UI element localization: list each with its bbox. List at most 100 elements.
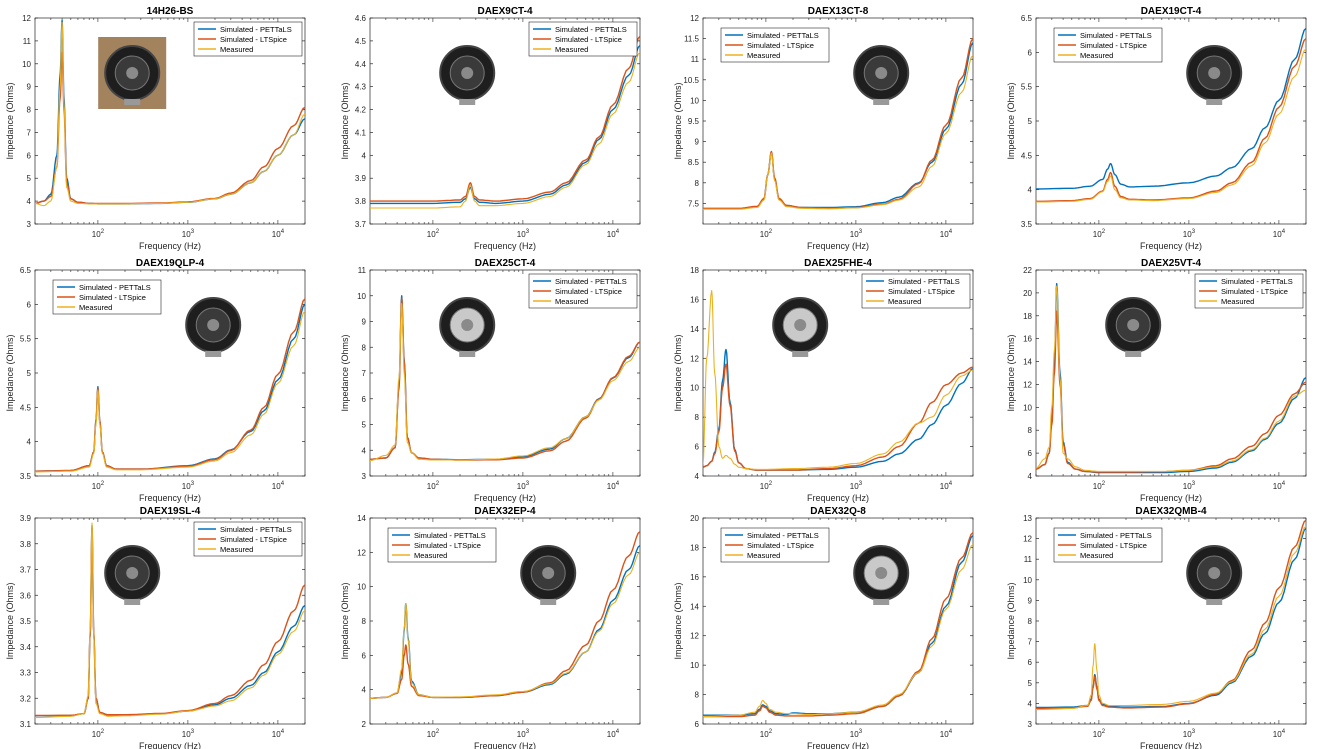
legend-entry: Simulated - LTSpice: [79, 293, 146, 302]
y-tick-label: 3: [27, 220, 32, 229]
y-tick-label: 8: [695, 179, 700, 188]
x-tick-label: 104: [607, 229, 620, 239]
tweeter-terminals: [1125, 351, 1142, 357]
x-tick-label: 103: [182, 481, 195, 491]
tweeter-terminals: [1206, 599, 1223, 605]
y-tick-label: 9: [695, 138, 700, 147]
tweeter-dome: [461, 319, 474, 331]
legend-entry: Simulated - LTSpice: [1221, 287, 1288, 296]
tweeter-dome: [875, 567, 888, 579]
y-tick-label: 3.9: [20, 514, 32, 523]
chart-panel: DAEX9CT-4 3.7 3.8 3.9 4 4.1 4.2 4.3 4.4 4.5 4.6 102…: [340, 6, 641, 251]
x-tick-label: 102: [427, 481, 440, 491]
y-tick-label: 3.3: [20, 669, 32, 678]
legend-box: [861, 273, 971, 309]
series-group: [35, 19, 305, 207]
y-tick-label: 4: [695, 472, 700, 481]
legend-entry: Simulated - PETTaLS: [747, 531, 819, 540]
y-tick-label: 3.5: [1021, 220, 1033, 229]
legend-entry: Simulated - LTSpice: [220, 35, 287, 44]
y-tick-label: 6: [695, 443, 700, 452]
x-tick-label: 103: [182, 229, 195, 239]
y-tick-label: 8: [1028, 426, 1033, 435]
y-tick-label: 14: [690, 602, 699, 611]
y-tick-label: 11: [358, 266, 367, 275]
y-tick-label: 5: [362, 421, 367, 430]
legend-entry: Simulated - PETTaLS: [220, 25, 292, 34]
x-axis-label: Frequency (Hz): [1140, 241, 1202, 251]
legend-box: [528, 273, 638, 309]
legend-entry: Simulated - LTSpice: [555, 35, 622, 44]
y-tick-label: 4: [27, 438, 32, 447]
y-tick-label: 10: [1023, 403, 1032, 412]
y-tick-label: 4.2: [355, 106, 367, 115]
chart-panel: DAEX32EP-4 2 4 6 8 10 12 14 102 103 104 Frequency (…: [340, 506, 641, 749]
legend-entry: Simulated - PETTaLS: [1080, 31, 1152, 40]
y-tick-label: 3.2: [20, 694, 32, 703]
y-axis-label: Impedance (Ohms): [1006, 334, 1016, 411]
y-tick-label: 11: [691, 55, 700, 64]
y-tick-label: 12: [22, 14, 31, 23]
y-tick-label: 5: [27, 369, 32, 378]
y-tick-label: 4: [1028, 186, 1033, 195]
y-axis-label: Impedance (Ohms): [5, 582, 15, 659]
y-tick-label: 6: [27, 151, 32, 160]
legend-entry: Measured: [220, 45, 253, 54]
x-axis-label: Frequency (Hz): [474, 741, 536, 749]
legend-entry: Measured: [1221, 297, 1254, 306]
tweeter-dome: [1208, 67, 1221, 79]
y-tick-label: 5.5: [20, 335, 32, 344]
y-tick-label: 10: [1023, 576, 1032, 585]
y-tick-label: 7: [362, 369, 367, 378]
y-tick-label: 3.6: [20, 591, 32, 600]
series-group: [703, 38, 973, 210]
tweeter-terminals: [873, 599, 890, 605]
y-tick-label: 5: [27, 174, 32, 183]
y-axis-label: Impedance (Ohms): [340, 82, 350, 159]
y-tick-label: 2: [362, 720, 367, 729]
x-tick-label: 102: [1093, 481, 1106, 491]
tweeter-photo-icon: [772, 297, 829, 357]
y-axis-label: Impedance (Ohms): [5, 334, 15, 411]
chart-panel: DAEX32QMB-4 3 4 5 6 7 8 9 10 11 12 13 102 103 104 Frequ…: [1006, 506, 1307, 749]
legend-entry: Simulated - LTSpice: [747, 41, 814, 50]
y-tick-label: 5: [1028, 117, 1033, 126]
y-tick-label: 3.8: [355, 197, 367, 206]
x-axis-label: Frequency (Hz): [807, 241, 869, 251]
legend-entry: Simulated - PETTaLS: [414, 531, 486, 540]
chart-title: DAEX13CT-8: [808, 6, 869, 17]
y-tick-label: 11.5: [684, 35, 700, 44]
series-group: [370, 531, 640, 699]
legend-entry: Simulated - LTSpice: [555, 287, 622, 296]
chart-title: DAEX9CT-4: [477, 6, 532, 17]
y-tick-label: 3.5: [20, 617, 32, 626]
legend-entry: Simulated - LTSpice: [1080, 41, 1147, 50]
y-tick-label: 20: [690, 514, 699, 523]
x-tick-label: 102: [760, 729, 773, 739]
series-group: [370, 295, 640, 462]
y-tick-label: 20: [1023, 289, 1032, 298]
y-tick-label: 3.5: [20, 472, 32, 481]
series-line: [370, 45, 640, 205]
legend-entry: Simulated - PETTaLS: [220, 525, 292, 534]
y-tick-label: 11: [23, 37, 32, 46]
tweeter-dome: [1208, 567, 1221, 579]
x-tick-label: 102: [760, 229, 773, 239]
y-tick-label: 7: [1028, 638, 1033, 647]
y-tick-label: 5: [1028, 679, 1033, 688]
x-tick-label: 102: [1093, 729, 1106, 739]
y-tick-label: 8: [695, 691, 700, 700]
y-tick-label: 16: [1023, 335, 1032, 344]
series-line: [370, 51, 640, 209]
y-tick-label: 8: [362, 343, 367, 352]
chart-title: DAEX25VT-4: [1141, 258, 1201, 269]
tweeter-dome: [207, 319, 220, 331]
series-line: [1036, 285, 1306, 472]
tweeter-terminals: [873, 99, 890, 105]
x-tick-label: 103: [517, 229, 530, 239]
tweeter-photo-icon: [853, 45, 910, 105]
y-tick-label: 6: [695, 720, 700, 729]
